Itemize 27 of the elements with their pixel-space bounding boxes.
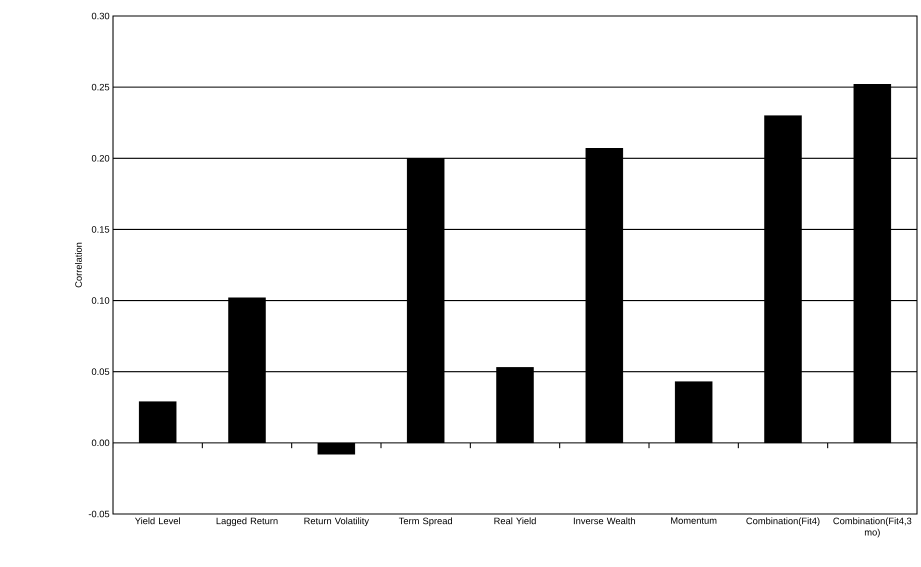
x-tick-label: Inverse Wealth (574, 517, 636, 524)
x-tick-label: Term Spread (398, 517, 452, 526)
y-tick-label: 0.10 (92, 297, 110, 304)
y-axis-title: Correlation (75, 242, 82, 288)
x-tick-label: Momentum (671, 517, 716, 524)
bar (496, 367, 534, 444)
y-tick-label: 0.25 (92, 84, 110, 90)
y-tick-label: 0.15 (92, 226, 110, 233)
x-tick-label: Lagged Return (216, 517, 278, 526)
x-tick-label: Combination(Fit4,3 mo) (833, 517, 912, 538)
x-tick-label: Yield Level (134, 517, 180, 524)
bar (228, 297, 266, 444)
x-tick-label: Return Volatility (304, 517, 369, 526)
bar (586, 148, 624, 444)
y-tick-label: -0.05 (88, 510, 110, 518)
bar (674, 381, 712, 444)
y-tick-label: 0.20 (92, 154, 110, 162)
bar (406, 158, 444, 444)
bar (764, 115, 802, 444)
y-tick-label: 0.05 (92, 368, 110, 375)
bar (138, 401, 176, 444)
bar (854, 84, 892, 444)
bar (318, 442, 356, 454)
y-tick-label: 0.30 (92, 12, 110, 20)
y-tick-label: 0.00 (92, 440, 110, 446)
x-tick-label: Combination(Fit4) (746, 517, 820, 526)
x-tick-label: Real Yield (494, 517, 536, 524)
